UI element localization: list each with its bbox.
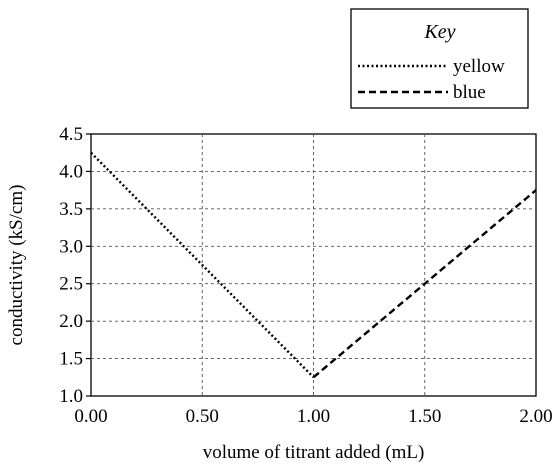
y-tick-label: 2.5: [59, 274, 83, 295]
x-tick-label: 0.00: [74, 406, 107, 427]
y-axis-label: conductivity (kS/cm): [6, 185, 27, 346]
series-line-blue: [312, 189, 537, 379]
plot-area: 0.00 0.50 1.00 1.50 2.00 1.0 1.5 2.0 2.5 3.0 3.5 4.…: [59, 124, 552, 427]
x-tick-label: 0.50: [186, 406, 219, 427]
x-tick-label: 1.00: [297, 406, 330, 427]
y-tick-label: 3.0: [59, 236, 83, 257]
y-tick-label: 1.5: [59, 349, 83, 370]
legend-label-blue: blue: [453, 82, 486, 103]
legend: Key yellow blue: [350, 8, 529, 109]
y-tick-label: 4.0: [59, 161, 83, 182]
legend-label-yellow: yellow: [453, 56, 505, 77]
series-line-yellow: [90, 151, 315, 379]
y-tick-label: 3.5: [59, 199, 83, 220]
x-tick-label: 2.00: [519, 406, 552, 427]
grid: [91, 134, 536, 396]
x-tick-label: 1.50: [408, 406, 441, 427]
y-tick-label: 4.5: [59, 124, 83, 145]
y-tick-label: 2.0: [59, 311, 83, 332]
legend-title: Key: [423, 21, 455, 43]
series: [90, 151, 537, 379]
x-axis-label: volume of titrant added (mL): [203, 442, 425, 463]
ticks: 0.00 0.50 1.00 1.50 2.00 1.0 1.5 2.0 2.5 3.0 3.5 4.…: [59, 124, 552, 427]
y-tick-label: 1.0: [59, 386, 83, 407]
